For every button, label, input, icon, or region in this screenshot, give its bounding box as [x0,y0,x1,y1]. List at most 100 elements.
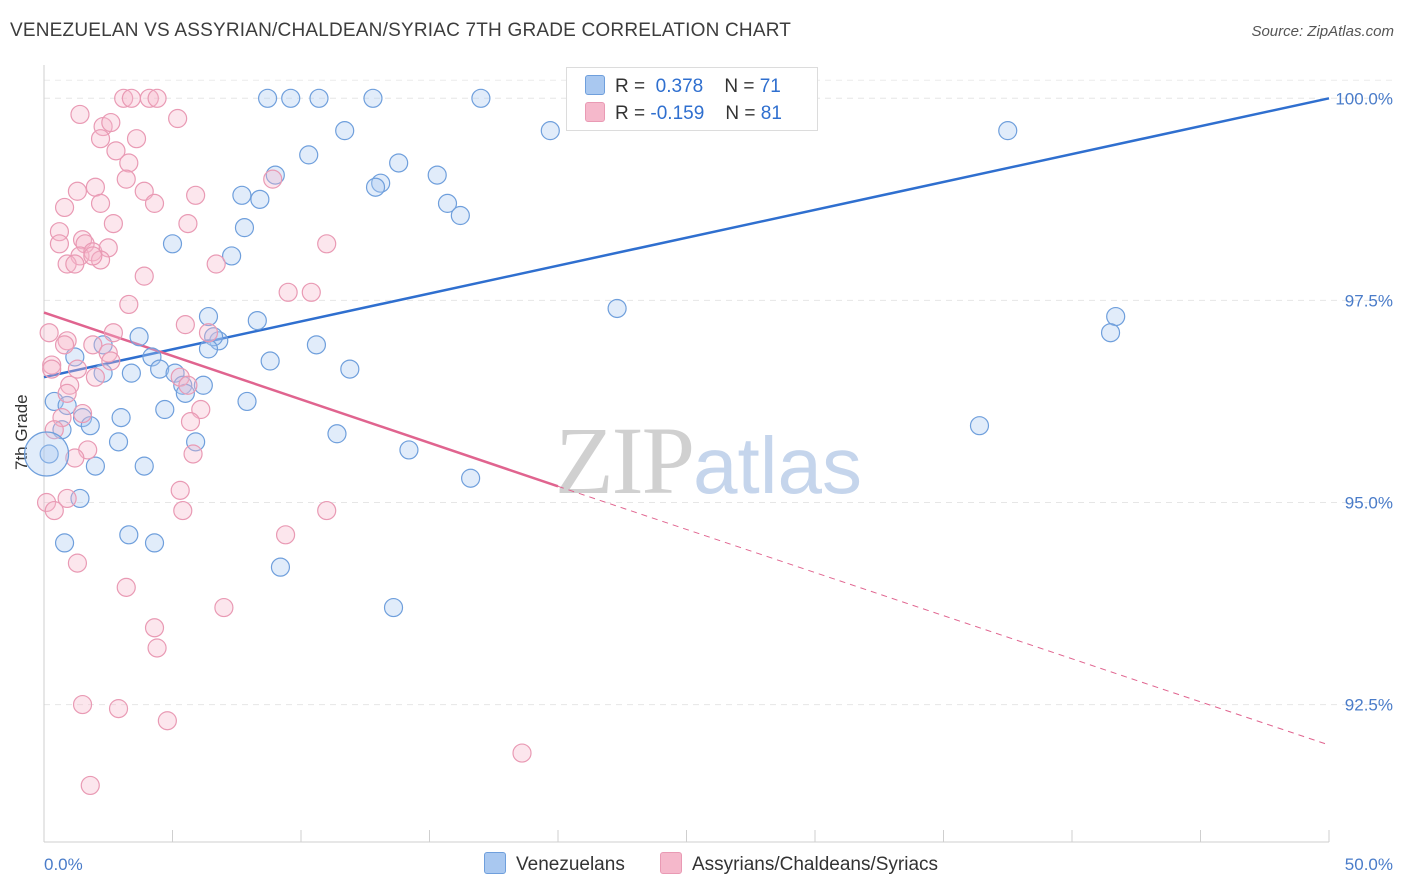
legend-n-value: 81 [760,103,782,124]
assyrian-point [39,323,59,343]
correlation-legend: R = 0.378 N = 71 R = -0.159 N = 81 [566,67,818,131]
assyrian-point [83,242,103,262]
venezuelan-point [134,456,154,476]
assyrian-point [70,104,90,125]
venezuelan-point [1100,323,1121,343]
assyrian-point [144,193,165,213]
venezuelan-point [198,339,219,359]
assyrian-point [168,108,188,129]
venezuelan-point [306,335,327,355]
assyrian-point [116,169,136,189]
assyrian-point [144,618,165,638]
bottom-legend-assyrians: Assyrians/Chaldeans/Syriacs [660,852,938,876]
assyrian-point [147,638,167,658]
assyrian-point [83,335,103,355]
venezuelan-point [383,597,404,618]
assyrian-point [49,234,70,254]
assyrian-point [85,177,106,197]
venezuelan-point [427,165,447,185]
assyrian-point [103,323,123,343]
assyrian-point [206,254,226,274]
assyrian-point [36,492,57,513]
legend-r-label: R = [615,103,646,124]
y-tick-label: 100.0% [1335,89,1393,108]
assyrian-point [72,403,93,424]
assyrian-point [57,254,77,274]
assyrian-point [52,408,72,428]
venezuelan-point-large [23,431,70,477]
assyrian-point [512,743,532,763]
assyrian-point [139,88,159,108]
venezuelan-point [39,444,59,464]
venezuelan-point [437,193,458,213]
venezuelan-point [335,121,355,141]
assyrian-point [301,282,321,302]
venezuelan-point [607,298,627,319]
assyrian-point [57,383,77,403]
venezuelan-point [299,145,319,165]
data-points [23,88,1126,796]
venezuelan-point [969,416,990,436]
trend-lines [43,97,1330,746]
x-tick-label-min: 0.0% [44,855,83,874]
legend-n-label: N = [725,103,756,124]
assyrian-point [119,294,139,315]
assyrian-point [90,193,111,213]
venezuelan-point [1106,306,1126,327]
assyrian-point [278,282,298,302]
legend-row-venezuelans: R = 0.378 N = 71 [585,75,781,99]
y-tick-label: 95.0% [1345,493,1393,512]
assyrian-point [90,129,111,149]
watermark: ZIPatlas [555,405,862,516]
assyrian-point [85,367,106,387]
assyrian-point [121,88,141,108]
assyrian-point [170,480,190,500]
assyrian-trend-line [43,311,559,488]
watermark-zip: ZIP [555,407,695,514]
assyrian-point [178,213,198,234]
assyrian-point [67,553,88,573]
bottom-legend-swatch-pink [660,852,682,874]
legend-n-value: 71 [759,76,781,97]
assyrian-point [214,597,234,618]
venezuelan-point [247,310,267,331]
venezuelan-point [129,327,149,347]
assyrian-point [72,694,93,715]
venezuelan-point [142,347,162,367]
assyrian-point [317,234,337,254]
venezuelan-trend-line [43,97,1330,379]
venezuelan-point [234,218,255,238]
assyrian-point [101,112,121,133]
venezuelan-point [365,177,386,197]
legend-n-label: N = [724,76,755,97]
venezuelan-point [237,391,257,412]
assyrian-trend-extension [557,485,1330,746]
venezuelan-point [144,533,165,553]
assyrian-point [116,577,136,597]
assyrian-point [317,500,337,521]
assyrian-point [178,375,198,395]
venezuelan-point [150,359,170,379]
assyrian-point [275,525,296,545]
venezuelan-point [540,121,560,141]
assyrian-point [83,246,103,266]
venezuelan-point [257,88,278,108]
assyrian-point [119,153,139,173]
venezuelan-point [471,88,491,108]
y-tick-label: 97.5% [1345,291,1393,310]
legend-swatch-pink [585,102,605,122]
venezuelan-point [399,440,419,460]
assyrian-point [65,448,85,468]
assyrian-point [44,500,64,521]
assyrian-point [175,315,195,335]
assyrian-point [173,500,193,521]
assyrian-point [157,711,177,731]
assyrian-point [134,266,154,286]
assyrian-point [98,238,118,258]
assyrian-point [67,359,88,379]
venezuelan-point [121,363,141,383]
venezuelan-point [232,185,252,205]
assyrian-point [42,359,62,379]
axes [43,65,1330,843]
bottom-legend-label: Venezuelans [516,854,625,875]
